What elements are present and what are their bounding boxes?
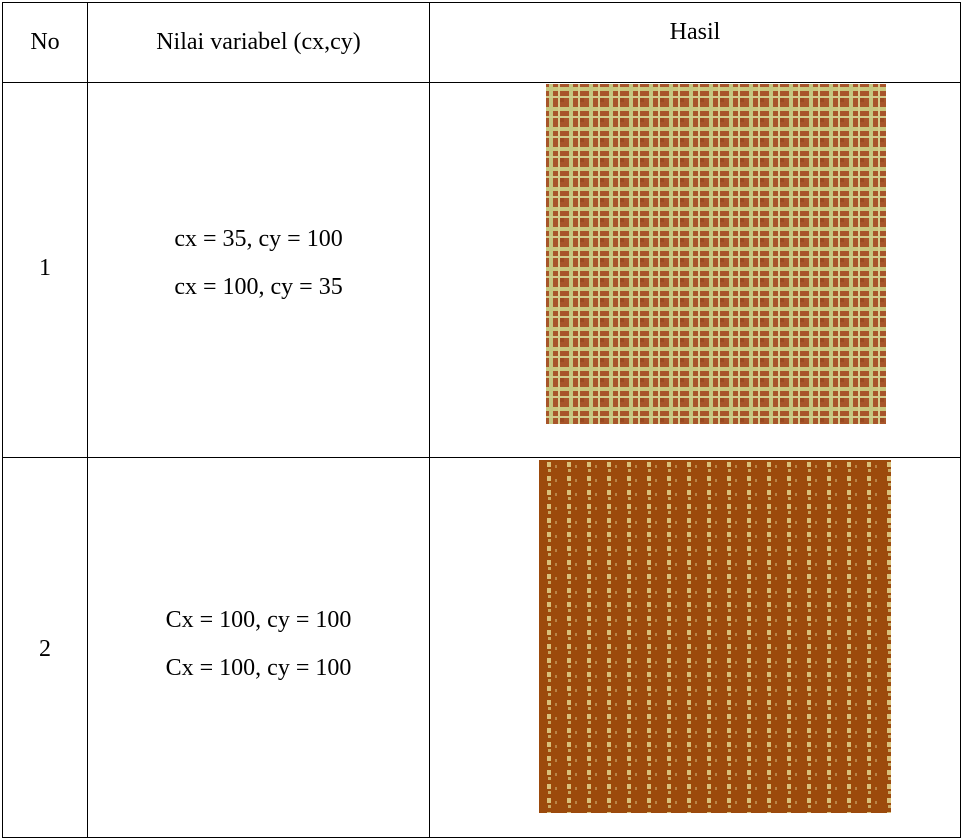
header-text: No	[3, 29, 87, 56]
value-cell: cx = 35, cy = 100 cx = 100, cy = 35	[87, 82, 430, 458]
row-number: 2	[3, 636, 87, 663]
header-text: Hasil	[430, 19, 960, 46]
result-image	[546, 84, 886, 424]
value-line: cx = 100, cy = 35	[88, 274, 429, 301]
value-line: cx = 35, cy = 100	[88, 226, 429, 253]
value-line: Cx = 100, cy = 100	[88, 607, 429, 634]
no-cell: 2	[2, 457, 88, 838]
header-cell: Hasil	[429, 2, 961, 83]
value-line: Cx = 100, cy = 100	[88, 655, 429, 682]
page: No Nilai variabel (cx,cy) Hasil 1 cx = 3…	[0, 0, 963, 838]
row-number: 1	[3, 255, 87, 282]
no-cell: 1	[2, 82, 88, 458]
result-image	[539, 460, 891, 813]
header-cell: No	[2, 2, 88, 83]
value-cell: Cx = 100, cy = 100 Cx = 100, cy = 100	[87, 457, 430, 838]
header-text: Nilai variabel (cx,cy)	[88, 29, 429, 56]
header-cell: Nilai variabel (cx,cy)	[87, 2, 430, 83]
